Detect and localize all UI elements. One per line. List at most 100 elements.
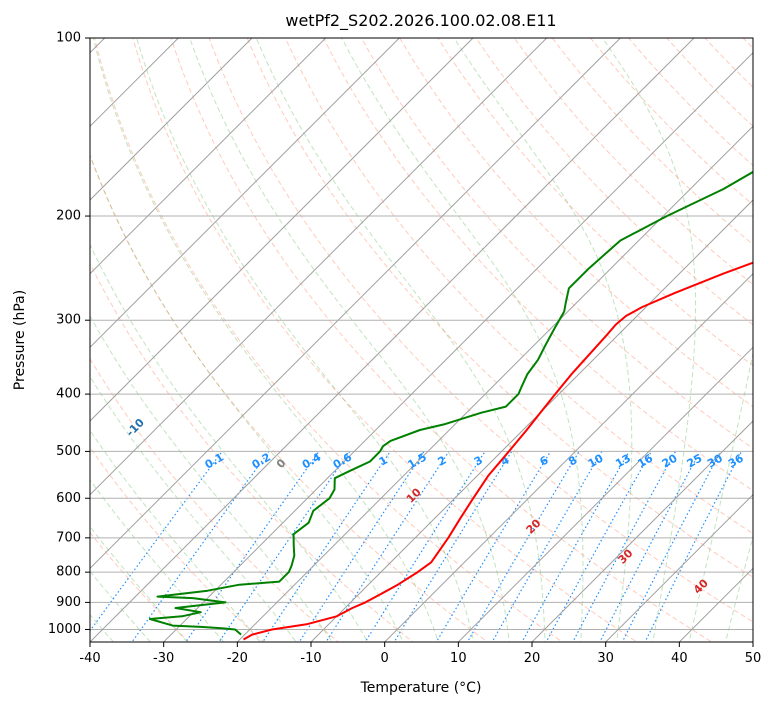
- dry-adiabat-line: [513, 38, 753, 286]
- isotherm-line: [90, 38, 474, 422]
- mixing-ratio-line: [325, 451, 450, 642]
- dry-adiabat-line: [437, 38, 753, 367]
- mixing-ratio-label: 1: [377, 454, 390, 469]
- y-tick-label: 600: [56, 491, 81, 506]
- moist-adiabat-line: [255, 38, 546, 642]
- mixing-ratio-label: 3: [472, 454, 485, 469]
- dry-adiabat-line: [399, 38, 753, 408]
- isotherm-line: [384, 272, 753, 642]
- dry-adiabat-line: [170, 38, 713, 642]
- moist-adiabat-line: [601, 38, 696, 642]
- profile-series: [148, 170, 753, 641]
- mixing-ratio-line: [599, 451, 701, 642]
- y-tick-label: 700: [56, 530, 81, 545]
- isotherm-line: [236, 125, 753, 642]
- isotherm-line: [90, 38, 327, 275]
- dry-adiabat-label: -10: [124, 416, 147, 439]
- mixing-ratio-label: 36: [726, 451, 746, 470]
- y-tick-label: 500: [56, 444, 81, 459]
- moist-adiabat-line: [136, 38, 475, 642]
- mixing-ratio-label: 10: [586, 451, 606, 470]
- mixing-ratio-line: [90, 451, 223, 632]
- isotherm-line: [678, 567, 753, 642]
- moist-adiabat-line: [453, 38, 633, 642]
- dry-adiabat-line: [94, 38, 564, 642]
- chart-title: wetPf2_S202.2026.100.02.08.E11: [285, 11, 556, 31]
- mixing-ratio-label: 20: [660, 451, 680, 470]
- dry-adiabat-line: [666, 38, 753, 127]
- dry-adiabat-line: [627, 38, 753, 167]
- moist-adiabat-line: [341, 38, 584, 642]
- dry-adiabat-line: [90, 357, 340, 642]
- isotherm-line: [531, 420, 753, 642]
- isotherm-line: [90, 38, 621, 570]
- moist-adiabat-label: 20: [524, 516, 544, 536]
- isotherm-line: [752, 641, 753, 642]
- isotherm-line: [163, 51, 753, 642]
- x-tick-label: -40: [79, 651, 100, 666]
- dry-adiabat-line: [768, 25, 775, 654]
- isotherm-line: [457, 346, 753, 642]
- moist-adiabat-line: [90, 525, 188, 642]
- moist-adiabat-line: [759, 25, 775, 654]
- pressure-gridlines: [90, 38, 753, 630]
- mixing-ratio-label: 0.2: [250, 451, 273, 472]
- mixing-ratio-line: [545, 451, 652, 642]
- mixing-ratio-label: 13: [613, 452, 633, 471]
- x-axis-label: Temperature (°C): [360, 680, 482, 696]
- x-tick-label: 10: [450, 651, 467, 666]
- dry-adiabat-line: [361, 38, 753, 449]
- background-line-labels: -100-90-80-70-60-50-40-30-20-10010203040…: [124, 416, 746, 597]
- x-tick-label: 50: [745, 651, 762, 666]
- dry-adiabat-line: [90, 531, 190, 642]
- moist-adiabat-line: [189, 38, 510, 642]
- moist-adiabat-line: [92, 38, 439, 642]
- moist-adiabat-line: [90, 314, 333, 642]
- mixing-ratio-label: 0.4: [300, 450, 324, 471]
- isotherm-line: [90, 38, 400, 349]
- x-tick-label: 30: [597, 651, 614, 666]
- dry-adiabat-line: [704, 38, 753, 88]
- x-tick-label: -20: [227, 651, 248, 666]
- x-axis-ticks: -40 -30 -20 -10 0 10 20 30 40 50: [79, 642, 761, 666]
- mixing-ratio-line: [131, 451, 270, 642]
- dry-adiabat-line: [132, 38, 638, 642]
- moist-adiabat-line: [90, 479, 225, 642]
- dry-adiabat-line: [284, 38, 753, 535]
- x-tick-label: 40: [671, 651, 688, 666]
- y-tick-label: 400: [56, 387, 81, 402]
- y-tick-label: 300: [56, 313, 81, 328]
- mixing-ratio-label: 0.1: [203, 451, 226, 472]
- isotherm-line: [90, 38, 253, 201]
- y-tick-label: 800: [56, 565, 81, 580]
- y-tick-label: 900: [56, 595, 81, 610]
- mixing-ratio-line: [262, 451, 391, 642]
- isotherm-line: [90, 38, 695, 642]
- moist-adiabat-label: 0: [274, 456, 289, 471]
- y-tick-label: 100: [56, 31, 81, 46]
- mixing-ratio-label: 16: [635, 451, 655, 470]
- dewpoint-profile-line: [148, 170, 753, 636]
- moist-adiabat-line: [688, 350, 753, 642]
- x-tick-label: 0: [381, 651, 389, 666]
- x-tick-label: -10: [300, 651, 321, 666]
- dry-adiabat-line: [551, 38, 753, 246]
- y-axis-label: Pressure (hPa): [12, 290, 28, 390]
- mixing-ratio-line: [521, 451, 630, 642]
- mixing-ratio-line: [491, 451, 603, 642]
- y-tick-label: 1000: [48, 622, 81, 637]
- mixing-ratio-label: 6: [538, 453, 551, 468]
- dry-adiabat-line: [90, 262, 414, 642]
- dry-adiabat-line: [90, 446, 265, 642]
- skewed-isotherms: [90, 38, 753, 642]
- mixing-ratio-label: 0.6: [331, 450, 355, 471]
- dry-adiabat-line: [322, 38, 753, 492]
- mixing-ratio-line: [466, 451, 580, 642]
- isotherm-line: [90, 38, 548, 496]
- dry-adiabat-line: [246, 38, 753, 578]
- y-tick-label: 200: [56, 209, 81, 224]
- mixing-ratio-line: [644, 451, 743, 642]
- moist-adiabat-label: 10: [404, 485, 424, 505]
- moist-adiabat-line: [90, 243, 369, 642]
